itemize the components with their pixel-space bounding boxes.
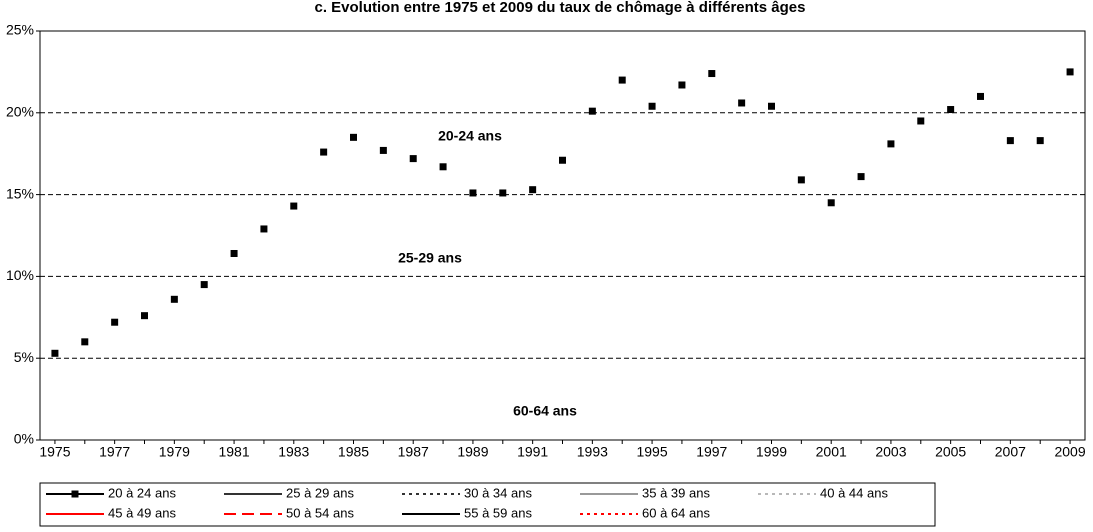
x-tick-label: 1981 [218,444,249,460]
x-tick-label: 2007 [995,444,1026,460]
point-marker [738,99,746,107]
y-tick-label: 10% [6,267,34,283]
x-tick-label: 2001 [816,444,847,460]
point-marker [1066,68,1074,76]
point-marker [170,295,178,303]
y-tick-label: 5% [14,349,34,365]
point-marker [768,102,775,110]
chart-title: c. Evolution entre 1975 et 2009 du taux … [314,0,805,16]
legend-label: 35 à 39 ans [642,485,710,500]
point-marker [618,76,626,84]
point-marker [290,202,298,210]
legend-label: 20 à 24 ans [108,485,176,500]
legend-label: 30 à 34 ans [464,485,532,500]
x-tick-label: 1989 [457,444,488,460]
plot-frame [39,30,1086,441]
point-marker [827,199,835,207]
annotation: 60-64 ans [513,403,577,419]
legend-label: 50 à 54 ans [286,505,354,520]
point-marker [111,318,119,326]
point-marker [797,176,805,184]
x-tick-label: 1983 [278,444,309,460]
y-tick-label: 20% [6,104,34,120]
point-marker [141,312,148,320]
x-tick-label: 1993 [577,444,608,460]
point-marker [947,106,955,114]
x-tick-label: 1979 [159,444,190,460]
point-marker [648,102,656,110]
point-marker [708,70,716,78]
point-marker [1006,137,1014,145]
point-marker [260,225,268,233]
y-tick-label: 25% [6,22,34,38]
legend-label: 40 à 44 ans [820,485,888,500]
point-marker [200,281,208,289]
y-tick-label: 0% [14,431,34,447]
legend-frame [39,482,936,527]
point-marker [51,349,59,357]
x-tick-label: 1977 [99,444,130,460]
annotation: 20-24 ans [438,128,502,144]
x-tick-label: 1999 [756,444,787,460]
x-tick-label: 1975 [39,444,70,460]
x-tick-label: 1995 [636,444,667,460]
point-marker [499,189,507,197]
x-tick-label: 2003 [875,444,906,460]
point-marker [977,92,984,100]
x-tick-label: 1991 [517,444,548,460]
point-marker [678,81,686,89]
point-marker [379,146,387,154]
y-tick-label: 15% [6,185,34,201]
legend-label: 60 à 64 ans [642,505,710,520]
point-marker [439,163,447,171]
legend-label: 45 à 49 ans [108,505,176,520]
point-marker [409,155,417,163]
point-marker [917,117,925,125]
x-tick-label: 1997 [696,444,727,460]
point-marker [559,156,566,164]
point-marker [320,148,328,156]
point-marker [857,173,865,181]
legend-label: 55 à 59 ans [464,505,532,520]
point-marker [81,338,89,346]
point-marker [529,186,537,194]
x-tick-label: 2005 [935,444,966,460]
x-tick-label: 1985 [338,444,369,460]
legend-marker [71,490,79,498]
x-tick-label: 1987 [398,444,429,460]
x-tick-label: 2009 [1054,444,1085,460]
point-marker [469,189,477,197]
point-marker [887,140,895,148]
point-marker [230,249,238,257]
point-marker [1036,137,1044,145]
point-marker [588,107,596,115]
point-marker [350,133,357,141]
legend-label: 25 à 29 ans [286,485,354,500]
annotation: 25-29 ans [398,250,462,266]
